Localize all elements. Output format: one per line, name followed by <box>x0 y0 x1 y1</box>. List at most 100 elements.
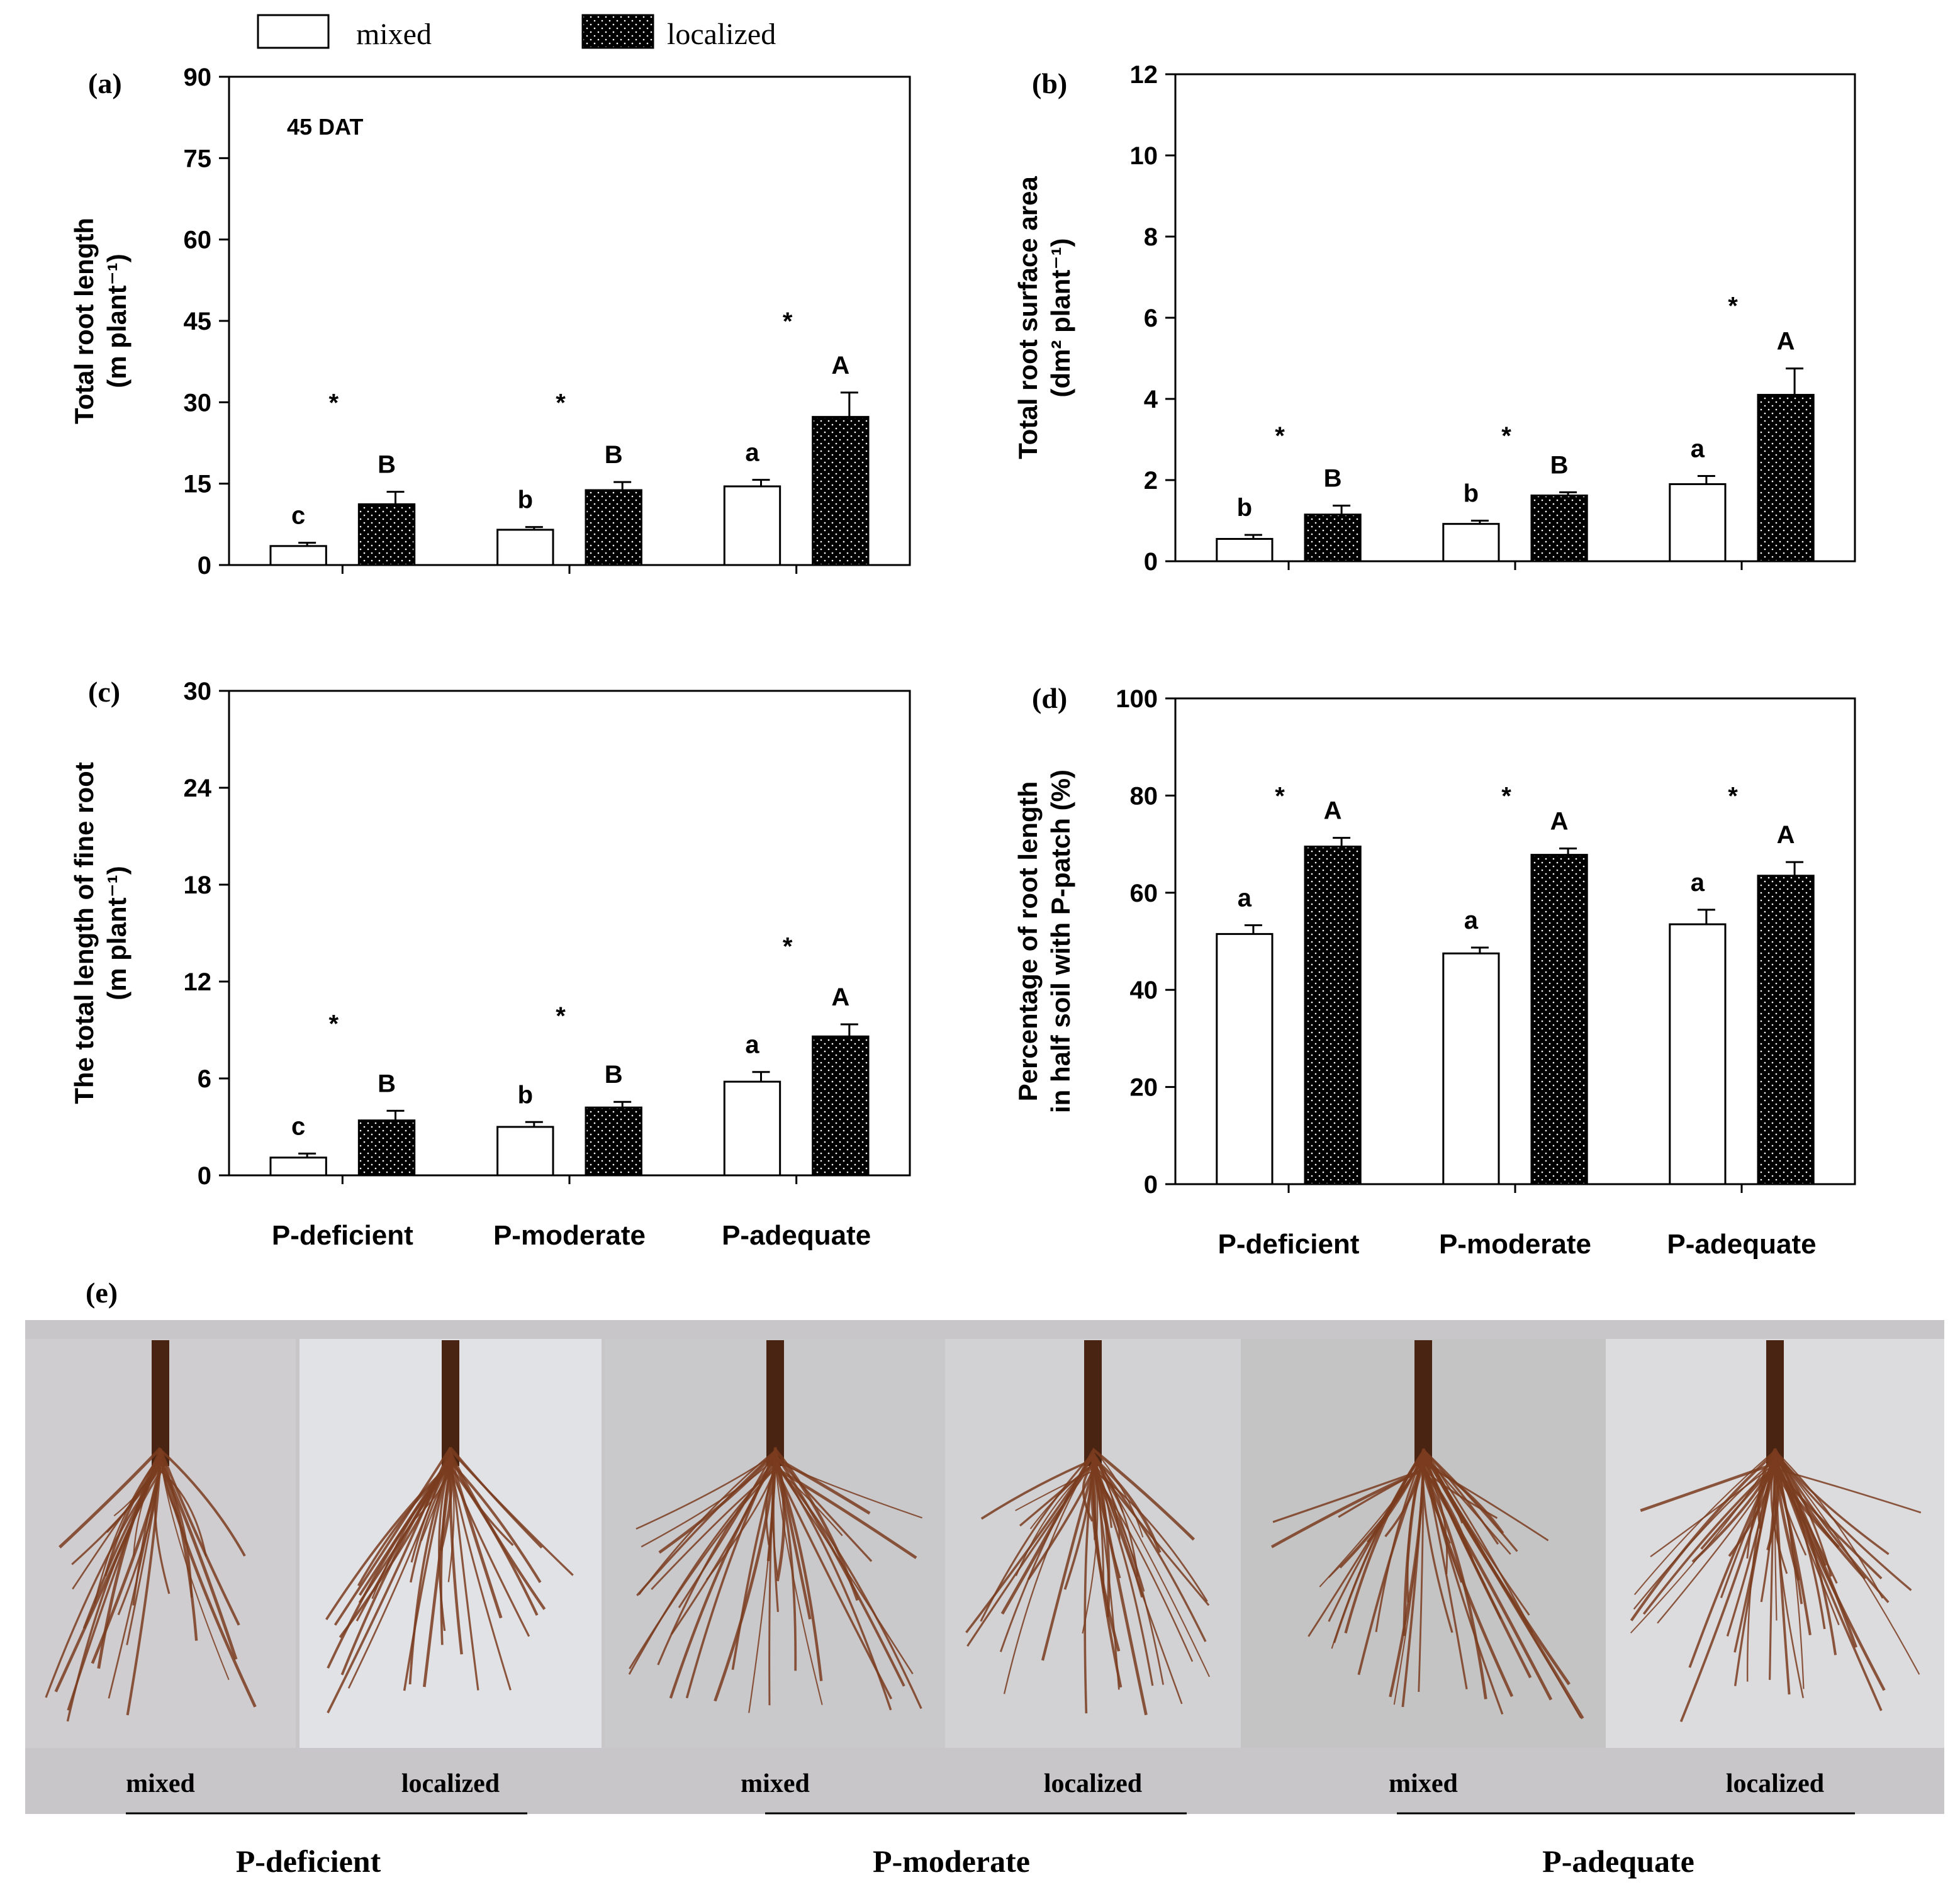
significance-letter: a <box>1464 907 1479 934</box>
root-strand <box>97 1449 162 1669</box>
root-strand <box>1774 1468 1922 1514</box>
x-tick-label: P-adequate <box>1667 1229 1816 1260</box>
root-strand <box>159 1451 198 1641</box>
photo-caption: localized <box>1044 1769 1142 1798</box>
root-strand <box>159 1467 193 1598</box>
bar-localized <box>1304 513 1362 563</box>
root-strand <box>1774 1467 1883 1580</box>
root-strand <box>1633 1450 1776 1596</box>
root-stem <box>442 1340 459 1466</box>
significance-letter: B <box>1324 465 1342 493</box>
legend-swatch-mixed <box>257 14 330 49</box>
significance-asterisk: * <box>1275 782 1285 810</box>
panel-label: (c) <box>88 676 120 708</box>
group-label: P-moderate <box>873 1844 1030 1879</box>
root-strand <box>1720 1462 1776 1599</box>
root-strand <box>159 1448 240 1626</box>
root-strand <box>678 1449 776 1608</box>
root-strand <box>1029 1465 1094 1530</box>
root-photos: mixed localized mixed localized mixed localiz… <box>25 1339 1944 1879</box>
root-strand <box>449 1447 543 1549</box>
y-tick-label: 4 <box>1144 386 1158 413</box>
significance-asterisk: * <box>783 308 793 335</box>
root-strand <box>1746 1460 1776 1682</box>
y-tick-label: 12 <box>1130 61 1158 89</box>
root-strand <box>1041 1469 1095 1661</box>
root-strand <box>1766 1471 1779 1551</box>
root-strand <box>1422 1462 1453 1633</box>
root-strand <box>774 1466 797 1671</box>
root-strand <box>980 1458 1094 1520</box>
root-strand <box>1092 1464 1120 1690</box>
bar-localized <box>1757 394 1815 563</box>
x-tick-label: P-deficient <box>272 1220 413 1251</box>
photo-caption: localized <box>401 1769 500 1798</box>
legend-label-mixed: mixed <box>356 18 432 51</box>
root-strand <box>1375 1453 1425 1632</box>
root-strand <box>999 1454 1094 1652</box>
root-strand <box>1092 1455 1211 1677</box>
bar-mixed <box>1442 952 1500 1185</box>
root-strand <box>449 1452 546 1610</box>
root-strand <box>1091 1453 1148 1716</box>
bar-localized <box>357 503 416 566</box>
significance-letter: b <box>1464 480 1479 508</box>
root-strand <box>113 1448 162 1517</box>
root-strand <box>1774 1453 1920 1675</box>
y-axis-label: (m plant⁻¹) <box>102 866 132 1000</box>
y-tick-label: 0 <box>198 552 211 579</box>
bar-mixed <box>1669 923 1727 1185</box>
significance-letter: a <box>1691 435 1705 463</box>
significance-letter: a <box>745 1031 759 1059</box>
root-strand <box>1657 1468 1776 1624</box>
root-strand <box>1733 1464 1776 1686</box>
significance-asterisk: * <box>329 1010 339 1038</box>
root-strand <box>1092 1447 1144 1538</box>
photo-caption: mixed <box>126 1769 195 1798</box>
y-tick-label: 12 <box>184 968 212 996</box>
chart-annotation: 45 DAT <box>287 114 363 140</box>
significance-letter: a <box>1238 885 1252 912</box>
significance-letter: B <box>1550 451 1569 479</box>
significance-letter: B <box>378 451 396 479</box>
panel-label: (b) <box>1032 67 1067 99</box>
y-tick-label: 80 <box>1130 782 1158 810</box>
bar-mixed <box>269 545 327 566</box>
significance-asterisk: * <box>1728 293 1738 320</box>
bar-localized <box>357 1119 416 1177</box>
y-axis-label: in half soil with P-patch (%) <box>1046 770 1075 1113</box>
root-strand <box>59 1447 162 1548</box>
root-strand <box>774 1465 893 1699</box>
root-strand <box>333 1447 452 1626</box>
group-label: P-adequate <box>1542 1844 1694 1879</box>
bar-localized <box>1304 845 1362 1185</box>
y-tick-label: 40 <box>1130 977 1158 1004</box>
significance-asterisk: * <box>556 389 566 417</box>
y-axis-label: Percentage of root length <box>1013 781 1043 1102</box>
root-strand <box>636 1451 776 1596</box>
plot-frame <box>228 690 911 1177</box>
root-strand <box>1092 1456 1162 1553</box>
y-axis-label: Total root surface area <box>1013 176 1043 459</box>
root-strand <box>772 1455 779 1612</box>
significance-letter: B <box>605 441 623 469</box>
bar-localized <box>812 1035 870 1177</box>
panel-label: (a) <box>88 67 122 99</box>
root-strand <box>1423 1451 1463 1524</box>
bar-mixed <box>496 529 554 566</box>
bar-localized <box>585 489 642 566</box>
root-strand <box>1092 1456 1207 1642</box>
root-strand <box>966 1462 1094 1647</box>
chart-0: (a) 45 DAT 0 15 30 45 60 75 90 Total root length(… <box>69 64 911 579</box>
y-axis-label: Total root length <box>69 218 99 424</box>
bar-localized <box>1530 854 1588 1185</box>
significance-letter: B <box>378 1070 396 1097</box>
y-tick-label: 45 <box>184 308 212 335</box>
bar-mixed <box>1669 483 1727 563</box>
y-tick-label: 90 <box>184 64 212 91</box>
root-strand <box>1027 1469 1094 1581</box>
root-stem <box>1414 1340 1432 1466</box>
chart-3: (d) 0 20 40 60 80 100 Percentage of root length… <box>1013 682 1856 1260</box>
